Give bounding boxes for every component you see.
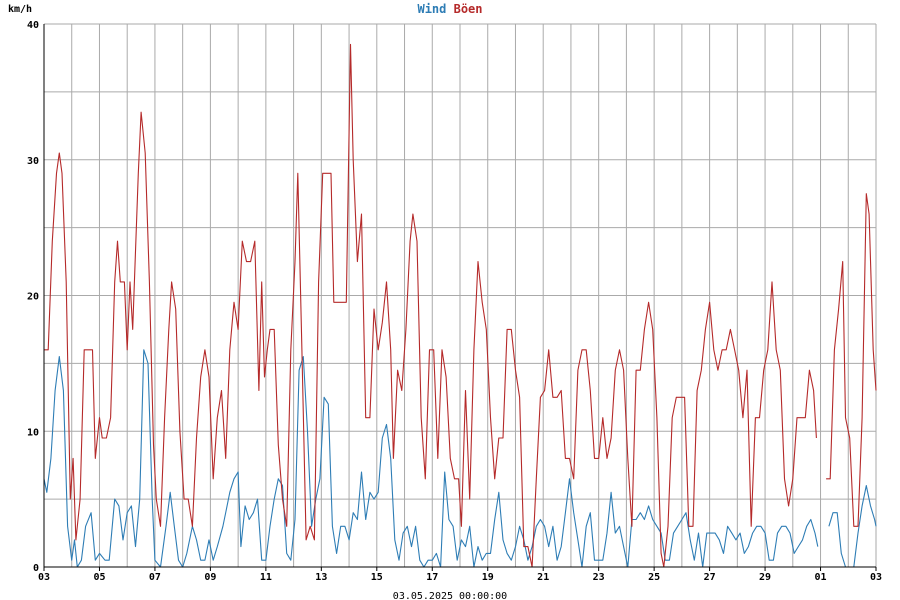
x-tick-label: 09 [204,572,216,583]
x-tick-label: 27 [704,572,716,583]
x-tick-label: 03 [870,572,882,583]
series-lines [43,43,877,568]
x-tick-label: 05 [93,572,105,583]
x-tick-label: 15 [371,572,383,583]
y-tick-label: 30 [27,156,39,167]
y-axis-label: km/h [8,4,32,15]
wind-series-line [43,349,819,568]
y-tick-label: 40 [27,20,39,31]
axes: 0 10 20 30 40 03 05 07 09 11 13 15 17 19 21 23 25 27 29 01 0… [27,20,882,583]
x-tick-label: 29 [759,572,771,583]
x-tick-label: 11 [260,572,272,583]
x-tick-label: 13 [315,572,327,583]
title-gust: Böen [454,2,483,16]
gust-series-line [44,43,817,568]
x-tick-label: 19 [482,572,494,583]
x-tick-label: 07 [149,572,161,583]
y-tick-label: 20 [27,292,39,303]
grid-lines [43,23,877,568]
chart-title: Wind Böen [417,2,482,16]
x-tick-label: 23 [593,572,605,583]
y-tick-label: 10 [27,427,39,438]
x-axis-label: 03.05.2025 00:00:00 [393,591,507,600]
x-tick-label: 25 [648,572,660,583]
y-tick-label: 0 [33,563,39,574]
gust-series-line [826,193,877,527]
title-wind: Wind [417,2,446,16]
x-tick-label: 17 [426,572,438,583]
x-tick-label: 01 [815,572,827,583]
x-tick-label: 21 [537,572,549,583]
x-tick-label: 03 [38,572,50,583]
